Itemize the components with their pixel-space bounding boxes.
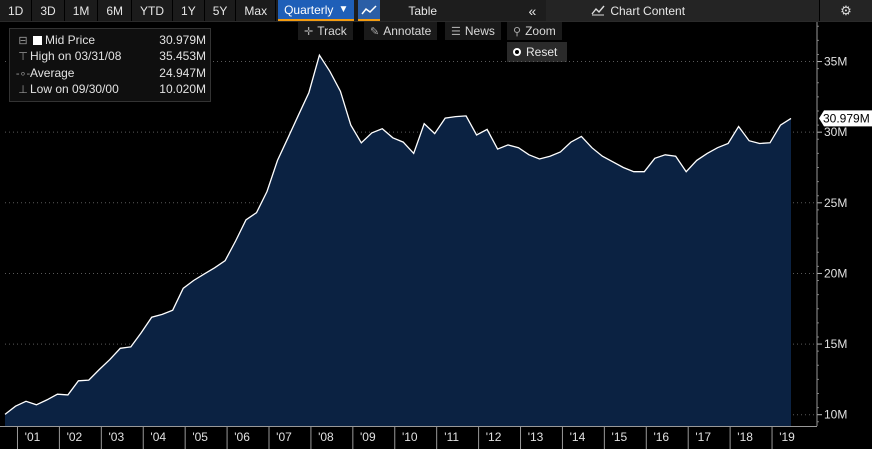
legend-average-row: -∘- Average 24.947M (16, 65, 206, 81)
table-button[interactable]: Table (408, 3, 438, 18)
news-label: News (464, 24, 495, 38)
x-tick-label: '01 (25, 430, 41, 444)
legend-high-label: High on 03/31/08 (30, 49, 122, 63)
reset-button[interactable]: Reset (507, 42, 567, 62)
x-tick-label: '03 (108, 430, 124, 444)
collapse-panel-button[interactable]: « (518, 0, 546, 21)
zoom-button[interactable]: ⚲ Zoom (507, 22, 562, 40)
range-5y-button[interactable]: 5Y (205, 0, 237, 21)
y-tick-label: 15M (824, 337, 847, 351)
reset-icon (513, 48, 521, 56)
range-selector: 1D 3D 1M 6M YTD 1Y 5Y Max (0, 0, 277, 21)
legend-high-row: ⊤ High on 03/31/08 35.453M (16, 48, 206, 64)
x-tick-label: '09 (360, 430, 376, 444)
chevron-down-icon: ▼ (338, 4, 349, 15)
legend-low-row: ⊥ Low on 09/30/00 10.020M (16, 81, 206, 97)
chart-content-label: Chart Content (610, 3, 686, 18)
x-tick-label: '11 (444, 430, 459, 444)
x-tick-label: '05 (192, 430, 208, 444)
legend-low-label: Low on 09/30/00 (30, 82, 119, 96)
x-tick-label: '18 (737, 430, 753, 444)
legend-series-row[interactable]: ⊟ Mid Price 30.979M (16, 32, 206, 48)
reset-label: Reset (526, 45, 558, 59)
x-tick-label: '14 (570, 430, 586, 444)
average-marker-icon: -∘- (15, 67, 31, 80)
range-max-button[interactable]: Max (236, 0, 277, 21)
frequency-label: Quarterly (284, 2, 334, 17)
x-tick-label: '12 (486, 430, 502, 444)
y-tick-label: 30M (824, 125, 847, 139)
series-swatch (33, 35, 42, 45)
gear-icon: ⚙ (840, 2, 852, 18)
x-tick-label: '04 (150, 430, 166, 444)
magnifier-icon: ⚲ (513, 25, 522, 38)
crosshair-icon: ✛ (304, 25, 314, 38)
x-tick-label: '10 (402, 430, 418, 444)
y-tick-label: 25M (824, 196, 847, 210)
price-line (4, 53, 792, 415)
y-tick-label: 10M (824, 408, 847, 422)
last-value-tag: 30.979M (819, 110, 872, 127)
top-toolbar: 1D 3D 1M 6M YTD 1Y 5Y Max Quarterly ▼ Ta… (0, 0, 872, 22)
range-1m-button[interactable]: 1M (65, 0, 99, 21)
range-ytd-button[interactable]: YTD (132, 0, 174, 21)
x-tick-label: '19 (779, 430, 795, 444)
zoom-label: Zoom (525, 24, 556, 38)
annotate-label: Annotate (383, 24, 432, 38)
legend-low-value: 10.020M (159, 82, 206, 96)
last-value-label: 30.979M (823, 111, 870, 125)
y-axis: 10M 15M 20M 25M 30M 35M (816, 22, 847, 426)
double-chevron-left-icon: « (528, 2, 537, 19)
x-tick-label: '02 (67, 430, 83, 444)
collapse-box-icon[interactable]: ⊟ (18, 34, 28, 47)
range-3d-button[interactable]: 3D (32, 0, 65, 21)
x-tick-label: '06 (234, 430, 250, 444)
range-1d-button[interactable]: 1D (0, 0, 33, 21)
legend-average-value: 24.947M (159, 66, 206, 80)
y-tick-label: 20M (824, 266, 847, 280)
x-tick-label: '07 (276, 430, 292, 444)
range-1y-button[interactable]: 1Y (173, 0, 205, 21)
line-chart-icon (361, 4, 377, 14)
x-tick-label: '15 (612, 430, 628, 444)
news-button[interactable]: ☰ News (445, 22, 501, 40)
line-chart-button[interactable] (358, 0, 381, 21)
legend-average-label: Average (30, 66, 75, 80)
legend-series-label: Mid Price (45, 33, 96, 47)
legend-series-value: 30.979M (159, 33, 206, 47)
chart-legend: ⊟ Mid Price 30.979M ⊤ High on 03/31/08 3… (9, 28, 211, 102)
last-value-tag-bg (819, 110, 872, 127)
frequency-dropdown[interactable]: Quarterly ▼ (278, 0, 355, 21)
x-tick-label: '17 (695, 430, 711, 444)
chart-content-icon (591, 5, 605, 16)
annotate-button[interactable]: ✎ Annotate (364, 22, 438, 40)
y-tick-label: 35M (824, 55, 847, 69)
track-button[interactable]: ✛ Track (298, 22, 353, 40)
track-label: Track (317, 24, 347, 38)
pencil-icon: ✎ (370, 25, 380, 38)
settings-button[interactable]: ⚙ (819, 0, 872, 21)
low-marker-icon: ⊥ (18, 83, 28, 96)
range-6m-button[interactable]: 6M (98, 0, 133, 21)
high-marker-icon: ⊤ (18, 50, 28, 63)
x-tick-label: '16 (653, 430, 669, 444)
chart-content-button[interactable]: Chart Content (546, 0, 819, 21)
x-tick-label: '08 (318, 430, 334, 444)
x-axis: '01 '02 '03 '04 '05 '06 '07 '08 '09 '10 '11 '12 '13 '… (0, 426, 817, 449)
legend-high-value: 35.453M (159, 49, 206, 63)
news-icon: ☰ (451, 25, 461, 38)
x-tick-label: '13 (528, 430, 544, 444)
price-area (5, 55, 791, 426)
